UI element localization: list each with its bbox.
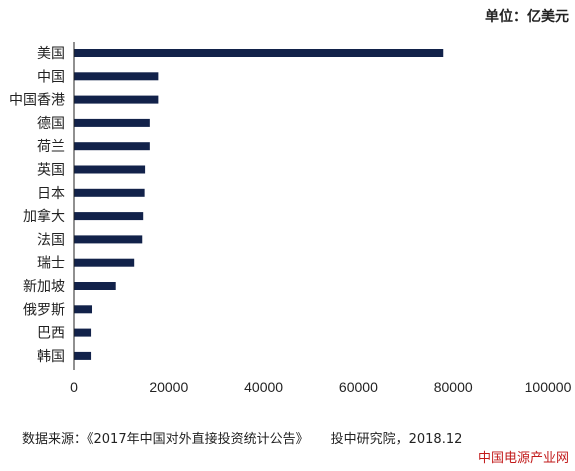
category-label-6: 日本	[37, 186, 65, 202]
bar-0	[74, 49, 444, 57]
category-label-5: 英国	[37, 162, 65, 179]
category-label-13: 韩国	[37, 349, 65, 365]
source-title: 《2017年中国对外直接投资统计公告》	[87, 432, 309, 447]
bar-6	[74, 188, 145, 197]
category-label-9: 瑞士	[37, 256, 65, 272]
category-label-11: 俄罗斯	[23, 302, 65, 318]
source-label: 数据来源：	[22, 432, 88, 447]
category-label-2: 中国香港	[9, 93, 65, 109]
category-label-3: 德国	[37, 116, 65, 132]
bar-5	[74, 165, 146, 174]
x-tick-label-0: 0	[70, 379, 78, 395]
category-label-8: 法国	[37, 232, 65, 248]
bar-4	[74, 142, 150, 151]
category-label-1: 中国	[37, 69, 65, 85]
bar-12	[74, 328, 92, 337]
x-tick-label-4: 80000	[434, 379, 473, 395]
unit-label: 单位：亿美元	[485, 9, 569, 25]
bar-3	[74, 118, 150, 127]
category-label-0: 美国	[37, 46, 65, 62]
bar-1	[74, 72, 159, 81]
bar-8	[74, 235, 143, 244]
watermark: 中国电源产业网	[477, 451, 569, 466]
x-tick-label-3: 60000	[339, 379, 378, 395]
bar-7	[74, 212, 144, 221]
category-label-12: 巴西	[37, 326, 65, 342]
bar-13	[74, 351, 92, 360]
category-label-7: 加拿大	[23, 208, 65, 225]
x-tick-label-2: 40000	[244, 379, 283, 395]
source-note: 数据来源：《2017年中国对外直接投资统计公告》 投中研究院，2018.12	[22, 428, 462, 447]
category-label-10: 新加坡	[23, 279, 65, 295]
bar-2	[74, 95, 159, 104]
x-tick-label-5: 100000	[525, 379, 572, 395]
category-label-4: 荷兰	[37, 139, 65, 155]
x-tick-label-1: 20000	[149, 379, 188, 395]
source-org: 投中研究院，2018.12	[330, 432, 463, 447]
bar-9	[74, 258, 135, 267]
bar-11	[74, 305, 93, 314]
bar-10	[74, 282, 116, 290]
